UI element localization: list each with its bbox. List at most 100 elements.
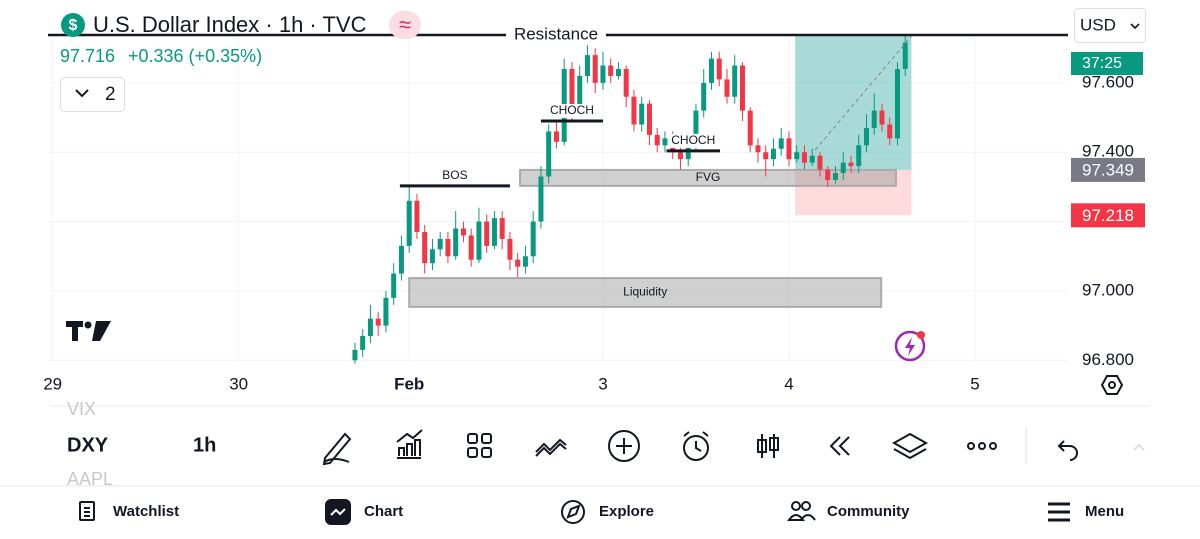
candle-body — [569, 69, 575, 108]
candle-body — [693, 110, 699, 146]
countdown-tag — [1071, 52, 1143, 75]
candle-body — [546, 131, 552, 177]
symbol-title[interactable]: U.S. Dollar Index · 1h · TVC — [93, 12, 367, 37]
candle-body — [367, 318, 373, 336]
candle-body — [879, 110, 885, 125]
x-tick-label: 5 — [970, 374, 979, 393]
candle-body — [825, 169, 831, 180]
symbol-ghost[interactable]: VIX — [67, 399, 96, 419]
symbol-icon — [61, 13, 85, 37]
candle-body — [484, 221, 490, 246]
candle-body — [856, 145, 862, 167]
candle-body — [832, 173, 838, 180]
candle-body — [794, 152, 800, 160]
nav-item[interactable]: Chart — [364, 503, 403, 520]
candle-body — [383, 297, 389, 326]
annotation-label: CHOCH — [550, 103, 594, 117]
price-tag-label: 97.218 — [1082, 206, 1134, 225]
candle-body — [406, 200, 412, 246]
zone — [519, 168, 897, 187]
candle-body — [631, 96, 637, 125]
candle-body — [654, 134, 660, 146]
label-bg — [430, 168, 479, 183]
candle-body — [429, 249, 435, 264]
symbol[interactable]: DXY — [67, 434, 109, 456]
price-tag — [1071, 203, 1145, 228]
candle-body — [770, 148, 776, 160]
candle-body — [662, 138, 668, 146]
candle-body — [677, 152, 683, 160]
price-tag-label: 97.349 — [1082, 160, 1134, 179]
toolbar-icons[interactable] — [322, 429, 1078, 466]
x-tick-label: Feb — [394, 374, 424, 393]
currency-button[interactable] — [1074, 8, 1146, 43]
symbol-ghost[interactable]: AAPL — [67, 469, 113, 489]
candle-body — [437, 238, 443, 250]
candle-body — [708, 58, 714, 83]
candle-body — [639, 103, 645, 125]
candle-body — [515, 259, 521, 267]
x-tick-label: 30 — [229, 374, 248, 393]
y-tick-label: 97.600 — [1082, 72, 1134, 91]
candle-body — [445, 238, 451, 257]
tv-logo — [66, 321, 111, 341]
candle-body — [360, 335, 366, 350]
candle-body — [476, 221, 482, 260]
last-price: 97.716 — [60, 46, 115, 66]
candle-body — [755, 145, 761, 153]
candle-body — [507, 238, 513, 260]
candle-body — [453, 228, 459, 257]
y-tick-label: 97.000 — [1082, 280, 1134, 299]
symbol-icon-glyph: $ — [69, 17, 78, 34]
candle-body — [840, 162, 846, 174]
candle-body — [615, 69, 621, 76]
settings-icon-dot — [1108, 381, 1116, 389]
candle-body — [530, 221, 536, 257]
nav-item[interactable]: Watchlist — [113, 503, 179, 520]
candle-body — [600, 65, 606, 83]
annotation-label: Resistance — [514, 25, 598, 44]
candle-body — [592, 55, 598, 83]
candle-body — [848, 162, 854, 167]
candle-body — [747, 110, 753, 146]
chevron — [1130, 23, 1140, 30]
nav-item[interactable]: Menu — [1085, 503, 1124, 520]
candle-body — [352, 349, 358, 361]
annotation-label: CHOCH — [671, 133, 715, 147]
nav-item[interactable]: Community — [827, 503, 910, 520]
candle-body — [902, 42, 908, 70]
candle-body — [391, 273, 397, 298]
interval[interactable]: 1h — [193, 434, 216, 456]
zone-label: Liquidity — [623, 285, 667, 299]
chart: 97.60097.40097.20097.00096.8002930Feb345… — [43, 25, 1145, 393]
nav-item[interactable]: Explore — [599, 503, 654, 520]
candle-body — [414, 200, 420, 232]
badge-glyph: ≈ — [399, 12, 411, 37]
candle-body — [646, 103, 652, 135]
candle-body — [786, 138, 792, 160]
candle-body — [732, 65, 738, 97]
candle-body — [499, 218, 505, 239]
candle-body — [398, 245, 404, 274]
redo-icon[interactable] — [1133, 443, 1145, 451]
indicator-badge[interactable] — [389, 11, 421, 39]
price-change: +0.336 (+0.35%) — [128, 46, 262, 66]
candle-body — [491, 218, 497, 246]
candle-body — [871, 110, 877, 128]
candle-body — [894, 69, 900, 139]
countdown: 37:25 — [1082, 55, 1122, 72]
label-bg — [506, 25, 606, 46]
candle-body — [522, 256, 528, 267]
settings-icon[interactable] — [1100, 375, 1124, 395]
candle-body — [778, 138, 784, 149]
indicator-toggle[interactable] — [60, 77, 125, 112]
alert-icon[interactable] — [894, 330, 926, 362]
label-bg — [547, 104, 596, 119]
candle-body — [801, 152, 807, 163]
currency: USD — [1080, 15, 1116, 34]
candle-body — [763, 152, 769, 160]
candle-body — [701, 82, 707, 111]
projection-line — [814, 35, 912, 151]
